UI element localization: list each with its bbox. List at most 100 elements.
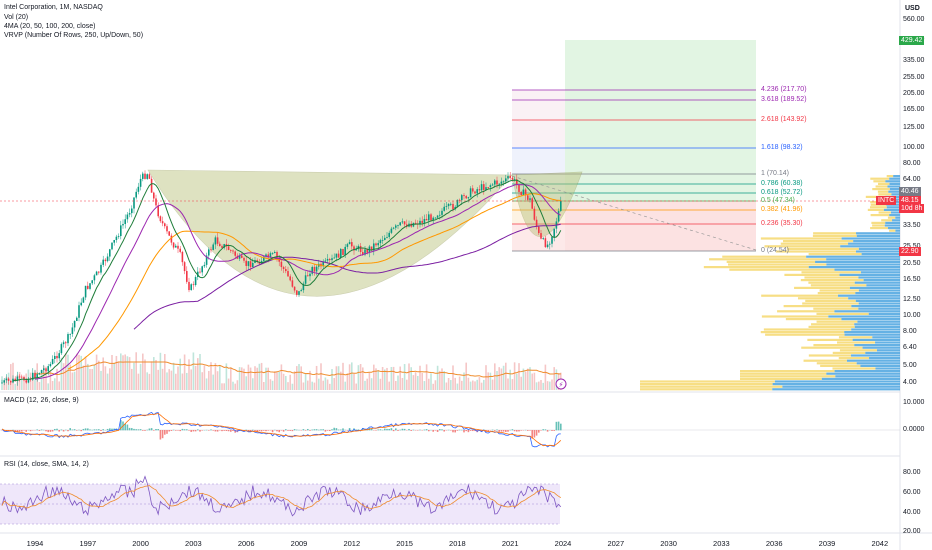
macd-hist-bar (172, 429, 175, 431)
candle-body (179, 248, 181, 252)
candle-body (93, 275, 96, 281)
macd-hist-bar (128, 427, 131, 431)
volume-bar (133, 362, 135, 390)
macd-hist-bar (126, 424, 129, 431)
volume-profile-row-up (722, 255, 807, 258)
macd-hist-bar (348, 428, 351, 431)
volume-bar (326, 379, 329, 390)
macd-hist-bar (304, 430, 307, 431)
volume-bar (304, 373, 307, 390)
fib-level-label: 0.382 (41.96) (761, 206, 803, 213)
macd-hist-bar (386, 428, 388, 431)
rsi-line (1, 475, 562, 517)
candle-body (390, 228, 393, 233)
trend-line (511, 175, 757, 251)
rsi-legend[interactable]: RSI (14, close, SMA, 14, 2) (4, 461, 89, 468)
volume-profile-row-up (872, 224, 885, 227)
volume-profile-row-up (729, 268, 835, 271)
volume-profile-row-down (844, 331, 900, 334)
volume-bar (263, 381, 265, 390)
price-tick-label: 335.00 (903, 57, 925, 64)
macd-hist-bar (425, 429, 428, 431)
volume-profile-row-up (878, 211, 891, 214)
fib-level-label: 0 (24.54) (761, 247, 790, 254)
volume-profile-row-down (895, 229, 900, 232)
volume-bar (549, 381, 551, 390)
volume-bar (491, 379, 494, 390)
macd-hist-bar (333, 427, 335, 431)
volume-profile-row-up (783, 305, 852, 308)
volume-profile-row-down (868, 312, 900, 315)
macd-hist-bar (177, 430, 179, 431)
target-box (565, 40, 756, 201)
macd-hist-bar (480, 430, 483, 432)
macd-hist-bar (51, 430, 54, 432)
candle-body (445, 206, 448, 207)
event-flash-icon[interactable] (555, 378, 567, 390)
candle-body (340, 248, 342, 258)
candle-body (7, 378, 10, 381)
volume-bar (366, 378, 368, 390)
macd-hist-bar (65, 429, 67, 431)
candle-body (1, 382, 3, 384)
volume-bar (524, 371, 527, 390)
volume-bar (329, 383, 331, 390)
fib-band (512, 201, 565, 224)
candle-body (113, 240, 115, 243)
candle-body (71, 327, 74, 334)
candle-body (38, 373, 41, 375)
volume-profile-row-down (889, 182, 900, 185)
volume-bar (485, 365, 487, 390)
macd-hist-bar (106, 428, 109, 431)
macd-hist-bar (500, 430, 503, 432)
low-price-tag: 22.90 (899, 247, 921, 256)
candle-body (302, 283, 305, 291)
vrvp-legend[interactable]: VRVP (Number Of Rows, 250, Up/Down, 50) (4, 32, 144, 39)
candle-body (467, 197, 470, 199)
volume-bar (287, 382, 289, 390)
candle-body (192, 284, 195, 286)
ma-legend[interactable]: 4MA (20, 50, 100, 200, close) (4, 23, 96, 30)
macd-hist-bar (267, 430, 269, 431)
macd-legend[interactable]: MACD (12, 26, close, 9) (4, 397, 79, 404)
candle-body (480, 184, 483, 191)
macd-hist-bar (194, 430, 197, 432)
candle-body (216, 237, 219, 244)
volume-bar (186, 372, 188, 390)
candle-body (379, 240, 382, 244)
candle-body (399, 222, 401, 226)
candle-body (144, 173, 146, 179)
candle-body (293, 286, 296, 291)
macd-hist-bar (507, 430, 509, 432)
volume-bar (280, 364, 283, 390)
macd-hist-bar (120, 420, 122, 431)
volume-bar (214, 363, 217, 390)
vol-legend[interactable]: Vol (20) (4, 14, 29, 21)
volume-profile-row-down (855, 299, 900, 302)
candle-body (463, 195, 465, 197)
candle-body (104, 259, 107, 262)
candle-body (359, 245, 362, 253)
volume-bar (494, 363, 496, 390)
macd-hist-bar (456, 430, 459, 431)
volume-profile-row-up (813, 232, 857, 235)
volume-bar (67, 354, 69, 390)
price-tick-label: 255.00 (903, 74, 925, 81)
volume-bar (137, 373, 140, 390)
volume-bar (249, 367, 252, 390)
candle-body (540, 233, 542, 239)
candle-body (282, 267, 285, 270)
volume-bar (84, 356, 87, 390)
volume-profile-row-up (640, 383, 773, 386)
volume-bar (333, 377, 335, 390)
volume-profile-row-down (858, 307, 900, 310)
volume-bar (188, 359, 190, 390)
volume-profile-row-down (892, 219, 900, 222)
volume-profile-row-down (884, 224, 900, 227)
fib-level-label: 1.618 (98.32) (761, 144, 803, 151)
candle-body (496, 180, 498, 185)
macd-hist-bar (531, 430, 533, 439)
rsi-tick-label: 60.00 (903, 489, 921, 496)
candle-body (137, 186, 140, 192)
